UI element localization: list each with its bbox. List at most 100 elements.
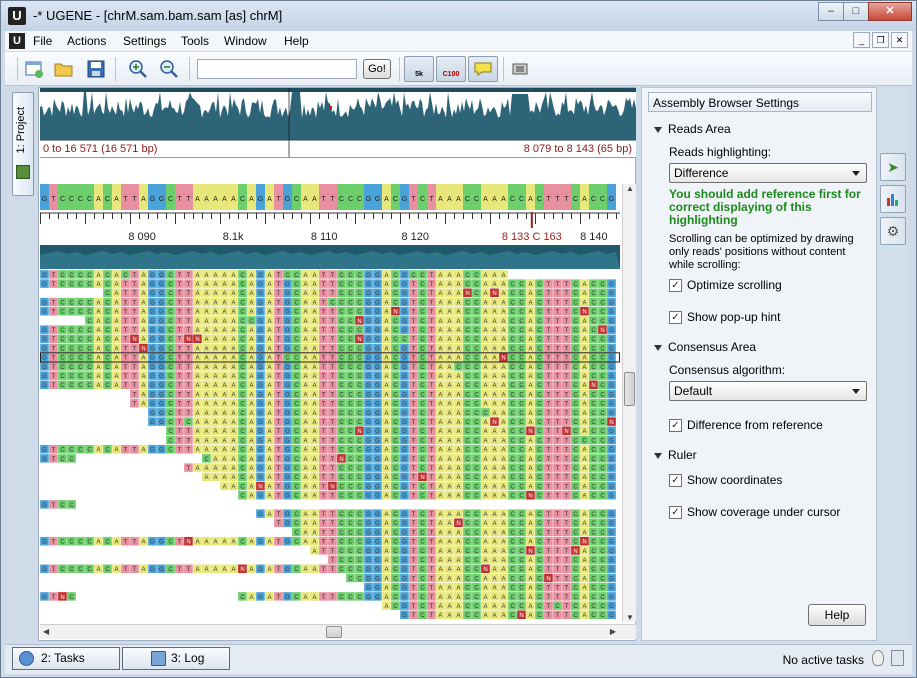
svg-text:A: A [249, 291, 253, 297]
svg-text:G: G [150, 402, 155, 408]
svg-text:T: T [187, 346, 191, 352]
svg-text:A: A [303, 521, 307, 527]
svg-text:C: C [339, 484, 344, 490]
zoom-in-icon[interactable] [127, 58, 149, 80]
zoom-out-icon[interactable] [158, 58, 180, 80]
navigation-arrow-icon[interactable]: ➤ [880, 153, 906, 181]
lightbulb-icon[interactable] [872, 650, 884, 666]
svg-text:C: C [474, 604, 479, 610]
minimize-icon[interactable]: – [818, 2, 844, 21]
coverage-c100-toggle[interactable]: C100 [436, 56, 466, 82]
svg-text:G: G [402, 374, 407, 380]
svg-text:A: A [312, 595, 316, 601]
horizontal-scroll-thumb[interactable] [326, 626, 342, 638]
save-icon[interactable] [85, 58, 107, 80]
consensus-area-section-header[interactable]: Consensus Area [654, 340, 756, 354]
open-folder-icon[interactable] [53, 58, 75, 80]
svg-text:A: A [384, 282, 388, 288]
svg-text:A: A [204, 540, 208, 546]
statistics-chart-icon[interactable] [880, 185, 906, 213]
notification-doc-icon[interactable] [891, 650, 904, 666]
settings-gear-icon[interactable]: ⚙ [880, 217, 906, 245]
difference-from-reference-checkbox[interactable]: ✓ Difference from reference [669, 418, 823, 432]
svg-text:C: C [537, 374, 542, 380]
svg-text:T: T [556, 457, 560, 463]
reads-area-section-header[interactable]: Reads Area [654, 122, 731, 136]
svg-text:C: C [60, 503, 65, 509]
menu-settings[interactable]: Settings [123, 34, 167, 48]
go-button[interactable]: Go! [363, 59, 391, 79]
svg-text:T: T [556, 475, 560, 481]
svg-text:T: T [556, 438, 560, 444]
vertical-scroll-thumb[interactable] [624, 372, 635, 406]
svg-text:N: N [492, 291, 496, 297]
reads-highlighting-select[interactable]: Difference [669, 163, 867, 183]
svg-text:A: A [483, 576, 487, 582]
mdi-restore-icon[interactable]: ❐ [872, 32, 889, 48]
reads-vertical-scrollbar[interactable]: ▲ ▼ [622, 184, 636, 622]
svg-text:C: C [357, 567, 362, 573]
svg-text:T: T [133, 328, 137, 334]
svg-text:A: A [195, 466, 199, 472]
mdi-close-icon[interactable]: ✕ [891, 32, 908, 48]
svg-text:A: A [582, 466, 586, 472]
svg-text:C: C [537, 604, 542, 610]
svg-text:G: G [150, 346, 155, 352]
svg-text:A: A [114, 346, 118, 352]
svg-text:A: A [438, 392, 442, 398]
log-button[interactable]: 3: Log [122, 647, 230, 670]
svg-text:C: C [591, 429, 596, 435]
menu-window[interactable]: Window [224, 34, 267, 48]
assembly-overview[interactable]: 0 to 16 571 (16 571 bp) 8 079 to 8 143 (… [40, 88, 636, 158]
svg-text:T: T [52, 328, 56, 334]
project-side-tab[interactable]: 1: Project [12, 92, 34, 196]
svg-text:T: T [547, 586, 551, 592]
svg-text:G: G [150, 328, 155, 334]
hint-toggle[interactable] [468, 56, 498, 82]
svg-text:T: T [430, 457, 434, 463]
svg-text:N: N [582, 310, 586, 316]
menu-file[interactable]: File [33, 34, 53, 48]
svg-text:T: T [331, 374, 335, 380]
show-coordinates-checkbox[interactable]: ✓ Show coordinates [669, 473, 782, 487]
new-project-icon[interactable] [23, 58, 45, 80]
svg-text:T: T [429, 196, 434, 203]
menu-help[interactable]: Help [284, 34, 309, 48]
scroll-down-icon[interactable]: ▼ [626, 613, 634, 622]
svg-text:A: A [447, 337, 451, 343]
svg-text:C: C [465, 540, 470, 546]
position-search-input[interactable] [197, 59, 357, 79]
svg-text:T: T [133, 273, 137, 279]
optimize-scrolling-checkbox[interactable]: ✓ Optimize scrolling [669, 278, 782, 292]
svg-text:G: G [375, 521, 380, 527]
svg-text:C: C [591, 196, 596, 203]
svg-text:C: C [600, 300, 605, 306]
show-coverage-checkbox[interactable]: ✓ Show coverage under cursor [669, 505, 840, 519]
consensus-algorithm-select[interactable]: Default [669, 381, 867, 401]
svg-text:T: T [565, 337, 569, 343]
mdi-minimize-icon[interactable]: _ [853, 32, 870, 48]
close-icon[interactable]: ✕ [868, 2, 912, 21]
svg-text:C: C [600, 540, 605, 546]
maximize-icon[interactable]: □ [843, 2, 869, 21]
menu-actions[interactable]: Actions [67, 34, 107, 48]
scroll-left-icon[interactable]: ◀ [43, 627, 50, 636]
export-image-icon[interactable] [509, 58, 531, 80]
menu-tools[interactable]: Tools [181, 34, 210, 48]
scroll-up-icon[interactable]: ▲ [626, 184, 634, 193]
tasks-button[interactable]: 2: Tasks [12, 647, 120, 670]
ruler-5k-toggle[interactable]: 5k [404, 56, 434, 82]
reads-horizontal-scrollbar[interactable]: ◀ ▶ [40, 624, 636, 639]
svg-text:T: T [331, 411, 335, 417]
help-button[interactable]: Help [808, 604, 866, 626]
scroll-right-icon[interactable]: ▶ [609, 627, 616, 636]
svg-text:A: A [447, 530, 451, 536]
svg-text:C: C [600, 337, 605, 343]
svg-text:C: C [474, 346, 479, 352]
svg-text:A: A [267, 420, 271, 426]
svg-text:G: G [42, 365, 47, 371]
ruler-section-header[interactable]: Ruler [654, 448, 697, 462]
show-popup-hint-checkbox[interactable]: ✓ Show pop-up hint [669, 310, 780, 324]
svg-text:A: A [312, 310, 316, 316]
